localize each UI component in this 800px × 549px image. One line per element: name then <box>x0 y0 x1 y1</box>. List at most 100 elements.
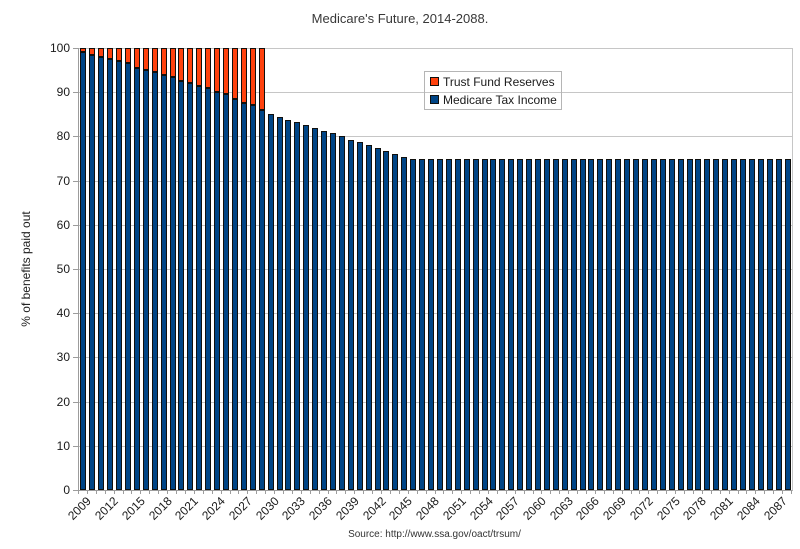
x-tick <box>443 491 445 494</box>
bar-2048 <box>428 158 435 490</box>
x-tick <box>577 491 579 494</box>
x-tick <box>407 491 409 494</box>
bar-2072 <box>641 158 648 490</box>
bar-2064 <box>570 158 577 490</box>
x-axis-label: 2069 <box>600 494 630 523</box>
bar-2026 <box>231 48 238 490</box>
tax-income-segment <box>739 158 746 490</box>
x-tick <box>461 491 463 494</box>
gridline-70 <box>79 180 792 182</box>
x-tick <box>363 491 365 494</box>
bar-2060 <box>534 158 541 490</box>
y-tick <box>73 92 78 94</box>
y-tick <box>73 445 78 447</box>
tax-income-segment <box>641 158 648 490</box>
x-tick <box>586 491 587 494</box>
bar-2039 <box>347 139 354 490</box>
bar-2019 <box>169 48 176 490</box>
x-tick <box>398 491 400 494</box>
tax-income-segment <box>125 63 132 490</box>
x-axis-label: 2012 <box>92 494 122 523</box>
bar-2047 <box>419 158 426 490</box>
x-axis-label: 2009 <box>65 494 95 523</box>
tax-income-segment <box>552 158 559 490</box>
x-tick <box>550 491 552 494</box>
bar-2074 <box>659 158 666 490</box>
bar-2066 <box>588 158 595 490</box>
bar-2085 <box>757 158 764 490</box>
bar-2017 <box>151 48 158 490</box>
bar-2057 <box>508 158 515 490</box>
plot-area <box>78 48 793 491</box>
x-tick <box>728 491 730 494</box>
x-tick <box>202 491 204 494</box>
tax-income-segment <box>668 158 675 490</box>
bar-2030 <box>267 114 274 490</box>
trust-fund-segment <box>178 48 185 82</box>
tax-income-segment <box>445 158 452 490</box>
tax-income-segment <box>196 85 203 490</box>
x-axis-label: 2033 <box>279 494 309 523</box>
y-axis-label: 70 <box>56 173 70 188</box>
bar-2055 <box>490 158 497 490</box>
x-tick <box>568 491 570 494</box>
trust-fund-segment <box>133 48 140 68</box>
y-axis-label: 60 <box>56 217 70 232</box>
tax-income-segment <box>570 158 577 490</box>
trust-fund-segment <box>205 48 212 88</box>
tax-income-segment <box>784 158 791 490</box>
legend-label: Trust Fund Reserves <box>443 74 555 89</box>
tax-income-segment <box>151 72 158 490</box>
bar-2059 <box>526 158 533 490</box>
bar-2086 <box>766 158 773 490</box>
bar-2045 <box>401 156 408 490</box>
gridline-80 <box>79 136 792 138</box>
tax-income-segment <box>303 124 310 490</box>
tax-income-segment <box>267 114 274 490</box>
bar-2011 <box>98 48 105 490</box>
tax-income-segment <box>419 158 426 490</box>
trust-fund-segment <box>125 48 132 64</box>
tax-income-segment <box>499 158 506 490</box>
gridline-90 <box>79 92 792 94</box>
tax-income-segment <box>116 61 123 490</box>
y-axis-label: 10 <box>56 438 70 453</box>
trust-fund-segment <box>98 48 105 57</box>
tax-income-segment <box>695 158 702 490</box>
x-tick <box>327 491 329 494</box>
x-tick <box>782 491 784 494</box>
tax-income-segment <box>374 148 381 490</box>
tax-income-segment <box>365 145 372 490</box>
x-axis-label: 2081 <box>707 494 737 523</box>
x-tick <box>238 491 240 494</box>
bar-2037 <box>330 133 336 490</box>
bar-2067 <box>597 158 604 490</box>
tax-income-segment <box>472 158 479 490</box>
bar-2081 <box>722 158 729 490</box>
bar-2016 <box>142 48 149 490</box>
trust-fund-segment <box>116 48 123 62</box>
source-note: Source: http://www.ssa.gov/oact/trsum/ <box>348 529 521 540</box>
bar-2056 <box>499 158 506 490</box>
y-axis-label: 20 <box>56 394 70 409</box>
bar-2038 <box>338 136 345 490</box>
tax-income-segment <box>722 158 729 490</box>
tax-income-segment <box>321 130 328 490</box>
gridline-20 <box>79 401 792 403</box>
x-tick <box>282 491 284 494</box>
x-axis-label: 2039 <box>332 494 362 523</box>
x-tick <box>220 491 222 494</box>
x-axis-label: 2018 <box>145 494 175 523</box>
x-tick <box>131 491 133 494</box>
tax-income-segment <box>597 158 604 490</box>
bar-2022 <box>196 48 203 490</box>
tax-income-segment <box>686 158 693 490</box>
x-axis-label: 2036 <box>306 494 335 523</box>
tax-income-segment <box>169 76 176 490</box>
bar-2025 <box>223 48 230 490</box>
bar-2075 <box>668 158 675 490</box>
trust-fund-segment <box>249 48 256 106</box>
bar-2024 <box>214 48 221 490</box>
x-tick <box>184 491 186 494</box>
